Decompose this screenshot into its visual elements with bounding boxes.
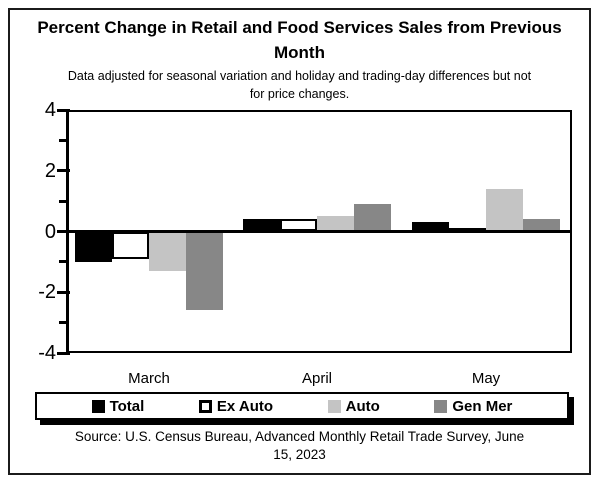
y-tick-minor [59,260,66,264]
bar-gen-mer [186,231,223,311]
legend-item-gen-mer: Gen Mer [434,398,512,415]
source-note: Source: U.S. Census Bureau, Advanced Mon… [10,428,589,464]
bar-gen-mer [523,219,560,232]
y-axis-labels: 4 2 0 -2 -4 [10,99,56,364]
legend-item-ex-auto: Ex Auto [198,397,274,415]
legend-label: Total [109,397,145,415]
y-tick-minor [59,138,66,142]
bar-total [412,222,449,232]
y-tick-minor [59,199,66,203]
x-axis-label-april: April [301,370,332,387]
source-text: Source: U.S. Census Bureau, Advanced Mon… [74,429,525,463]
chart-title: Percent Change in Retail and Food Servic… [37,18,562,62]
y-tick-major [57,230,70,233]
y-tick-label: 4 [44,99,56,121]
legend-item-auto: Auto [327,397,380,415]
y-tick-major [57,169,70,173]
bar-total [75,231,112,262]
legend-label: Auto [345,397,380,415]
legend-box: Total Ex Auto Auto Gen Mer [35,392,569,420]
x-axis-labels: March April May [66,370,572,390]
zero-baseline [66,230,572,233]
legend-item-total: Total [91,397,145,415]
bar-ex-auto [112,231,149,259]
bar-auto [149,231,186,271]
x-axis-label-may: May [471,370,501,387]
y-tick-major [57,290,70,294]
plot-border-bottom [66,351,572,353]
bar-total [243,219,280,232]
y-tick-major [57,108,70,112]
bar-auto [317,216,354,232]
y-tick-major [57,351,70,355]
y-tick-label: -2 [38,281,56,304]
plot-area [57,108,572,355]
y-tick-label: 0 [44,220,56,243]
x-axis-label-march: March [128,370,170,387]
legend-swatch-icon [91,399,105,413]
legend-swatch-icon [327,399,341,413]
bar-gen-mer [354,204,391,232]
bar-auto [486,188,523,232]
y-tick-label: -4 [38,342,56,364]
legend-swatch-icon [198,399,212,413]
y-tick-minor [59,321,66,325]
legend-swatch-icon [434,399,448,413]
plot-border-top [66,110,572,112]
chart-frame: Percent Change in Retail and Food Servic… [8,8,591,475]
y-tick-label: 2 [44,159,56,182]
legend-label: Gen Mer [452,397,513,415]
chart-subtitle: Data adjusted for seasonal variation and… [67,69,532,101]
legend-label: Ex Auto [216,397,274,415]
